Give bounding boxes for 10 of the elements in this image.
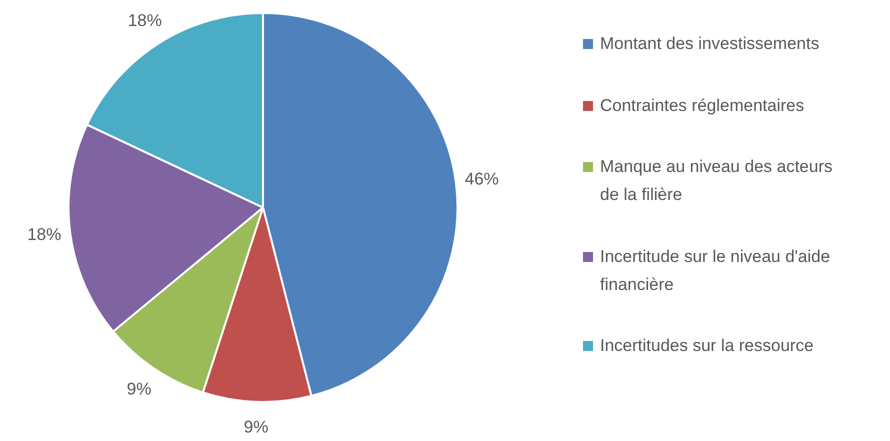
legend-label: Montant des investissements (600, 33, 820, 55)
legend-label: Manque au niveau des acteurs de la filière (600, 156, 834, 206)
data-label: 46% (464, 170, 499, 189)
data-label: 9% (126, 380, 152, 399)
data-label: 18% (27, 224, 62, 244)
legend-label: Contraintes réglementaires (600, 94, 804, 116)
legend-label: Incertitudes sur la ressource (600, 335, 814, 357)
legend-label: Incertitude sur le niveau d'aide financière (600, 246, 832, 296)
data-label: 18% (128, 11, 162, 30)
data-label: 9% (244, 418, 268, 437)
